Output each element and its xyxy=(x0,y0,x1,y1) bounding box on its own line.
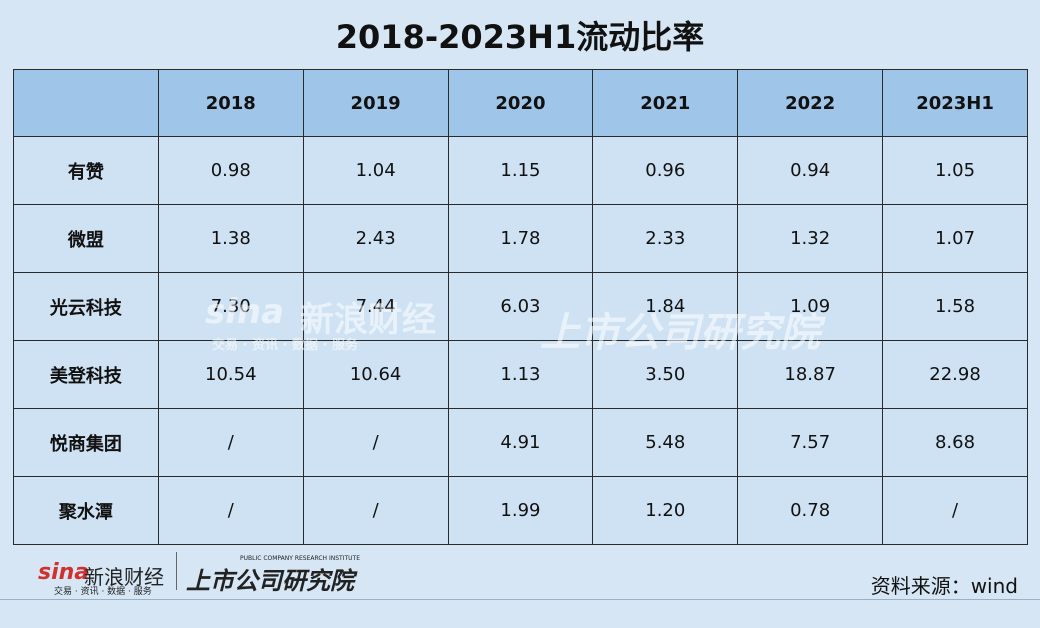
table-cell: 1.09 xyxy=(737,272,884,341)
table-row: 悦商集团 //4.91 5.48 7.57 8.68 xyxy=(13,408,1028,477)
table-cell: 1.05 xyxy=(882,136,1028,205)
sina-slogan: 交易 · 资讯 · 数据 · 服务 xyxy=(54,587,152,597)
table-body: 有赞 0.98 1.04 1.15 0.96 0.94 1.05 微盟 1.38 2.43 1.78… xyxy=(13,136,1028,545)
table-cell: 1.78 xyxy=(447,204,594,273)
table-cell: 1.99 xyxy=(447,476,594,545)
row-name: 聚水潭 xyxy=(13,476,159,545)
column-header: 2022 xyxy=(737,69,884,137)
table-cell: 7.44 xyxy=(302,272,449,341)
column-header: 2018 xyxy=(157,69,304,137)
table-cell: 0.94 xyxy=(737,136,884,205)
row-name: 有赞 xyxy=(13,136,159,205)
table-cell: 1.15 xyxy=(447,136,594,205)
table-cell: 1.32 xyxy=(737,204,884,273)
table: 2018 2019 2020 2021 2022 2023H1 有赞 0.98 1.04 1.1… xyxy=(13,69,1028,545)
table-row: 美登科技 10.54 10.64 1.13 3.50 18.87 22.98 xyxy=(13,340,1028,409)
table-cell: 0.96 xyxy=(592,136,739,205)
table-cell: 6.03 xyxy=(447,272,594,341)
table-cell: 5.48 xyxy=(592,408,739,477)
table-cell: 1.04 xyxy=(302,136,449,205)
table-row: 光云科技 7.30 7.44 6.03 1.84 1.09 1.58 xyxy=(13,272,1028,341)
source: 资料来源：wind xyxy=(870,574,1018,598)
table-cell: 1.20 xyxy=(592,476,739,545)
table-cell: 22.98 xyxy=(882,340,1028,409)
table-cell: 0.98 xyxy=(157,136,304,205)
table-cell: 0.78 xyxy=(737,476,884,545)
column-header: 2021 xyxy=(592,69,739,137)
column-header: 2023H1 xyxy=(882,69,1028,137)
row-name: 微盟 xyxy=(13,204,159,273)
table-cell: / xyxy=(302,408,449,477)
table-cell: 10.54 xyxy=(157,340,304,409)
table-cell: 1.58 xyxy=(882,272,1028,341)
footer-line xyxy=(0,599,1040,600)
table-cell: 1.13 xyxy=(447,340,594,409)
table-cell: 1.84 xyxy=(592,272,739,341)
sina-name: 新浪财经 xyxy=(84,565,164,589)
logo-divider xyxy=(176,552,177,590)
column-header: 2019 xyxy=(302,69,449,137)
table-cell: 1.07 xyxy=(882,204,1028,273)
table-cell: / xyxy=(302,476,449,545)
table-cell: 4.91 xyxy=(447,408,594,477)
row-name: 美登科技 xyxy=(13,340,159,409)
table-cell: / xyxy=(157,476,304,545)
table-cell: 3.50 xyxy=(592,340,739,409)
table-row: 微盟 1.38 2.43 1.78 2.33 1.32 1.07 xyxy=(13,204,1028,273)
table-cell: 8.68 xyxy=(882,408,1028,477)
table-cell: 10.64 xyxy=(302,340,449,409)
table-row: 有赞 0.98 1.04 1.15 0.96 0.94 1.05 xyxy=(13,136,1028,205)
table-cell: 2.33 xyxy=(592,204,739,273)
table-cell: 18.87 xyxy=(737,340,884,409)
header-corner xyxy=(13,69,159,137)
column-header: 2020 xyxy=(447,69,594,137)
table-cell: 7.57 xyxy=(737,408,884,477)
institute-name: 上市公司研究院 xyxy=(186,567,354,595)
row-name: 光云科技 xyxy=(13,272,159,341)
row-name: 悦商集团 xyxy=(13,408,159,477)
table-cell: / xyxy=(882,476,1028,545)
table-row: 聚水潭 //1.99 1.20 0.78/ xyxy=(13,476,1028,545)
sina-logo: sina xyxy=(38,560,90,585)
title: 2018-2023H1流动比率 xyxy=(335,18,705,56)
header-row: 2018 2019 2020 2021 2022 2023H1 xyxy=(13,69,1028,137)
institute-english: PUBLIC COMPANY RESEARCH INSTITUTE xyxy=(240,555,360,562)
table-cell: 1.38 xyxy=(157,204,304,273)
table-cell: / xyxy=(157,408,304,477)
table-cell: 7.30 xyxy=(157,272,304,341)
table-cell: 2.43 xyxy=(302,204,449,273)
